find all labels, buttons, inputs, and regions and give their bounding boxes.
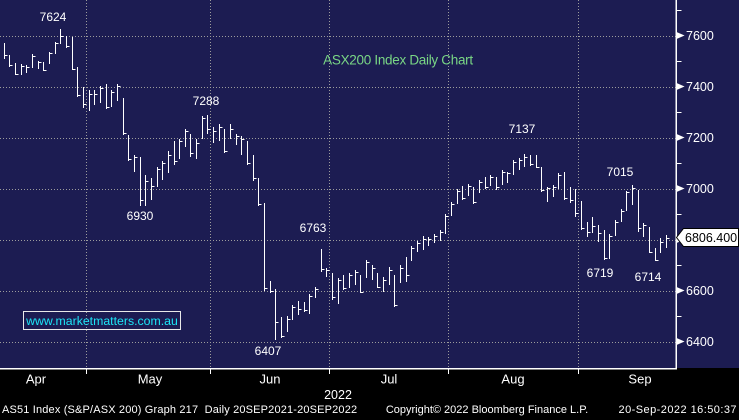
month-label-jun: Jun [259, 371, 281, 386]
month-label-may: May [137, 371, 163, 386]
annotation-7015: 7015 [606, 165, 634, 179]
annotation-6763: 6763 [299, 221, 327, 235]
status-copyright: Copyright© 2022 Bloomberg Finance L.P. [385, 404, 589, 416]
y-axis-label-7000: 7000 [686, 181, 714, 196]
month-label-sep: Sep [628, 371, 652, 386]
y-axis-label-6400: 6400 [686, 334, 714, 349]
marketmatters-link[interactable]: www.marketmatters.com.au [26, 313, 178, 328]
y-axis-label-6600: 6600 [686, 283, 714, 298]
y-major-tick-7600 [676, 32, 685, 39]
last-price-tag: 6806.400 [676, 228, 739, 248]
status-bar: AS51 Index (S&P/ASX 200) Graph 217 Daily… [0, 400, 739, 420]
marketmatters-link-box[interactable]: www.marketmatters.com.au [23, 311, 181, 330]
annotation-6714: 6714 [634, 270, 662, 284]
y-major-tick-7200 [676, 134, 685, 141]
annotation-6407: 6407 [254, 344, 282, 358]
annotation-7288: 7288 [192, 94, 220, 108]
month-label-apr: Apr [25, 371, 47, 386]
y-axis-label-7600: 7600 [686, 28, 714, 43]
annotation-7137: 7137 [508, 122, 536, 136]
chart-title: ASX200 Index Daily Chart [323, 52, 473, 68]
y-major-tick-6600 [676, 287, 685, 294]
y-major-tick-7000 [676, 185, 685, 192]
y-axis-label-7400: 7400 [686, 79, 714, 94]
annotation-6930: 6930 [126, 209, 154, 223]
y-major-tick-6400 [676, 338, 685, 345]
last-price-value: 6806.400 [685, 230, 738, 245]
annotation-7624: 7624 [39, 10, 67, 24]
month-label-jul: Jul [380, 371, 398, 386]
annotation-6719: 6719 [586, 266, 614, 280]
y-major-tick-7400 [676, 83, 685, 90]
y-axis-label-7200: 7200 [686, 130, 714, 145]
plot-background [0, 0, 739, 368]
month-label-aug: Aug [501, 371, 525, 386]
status-series-info: AS51 Index (S&P/ASX 200) Graph 217 Daily… [2, 404, 358, 416]
status-timestamp: 20-Sep-2022 16:50:37 [618, 404, 737, 416]
x-axis-year-label: 2022 [324, 387, 352, 402]
